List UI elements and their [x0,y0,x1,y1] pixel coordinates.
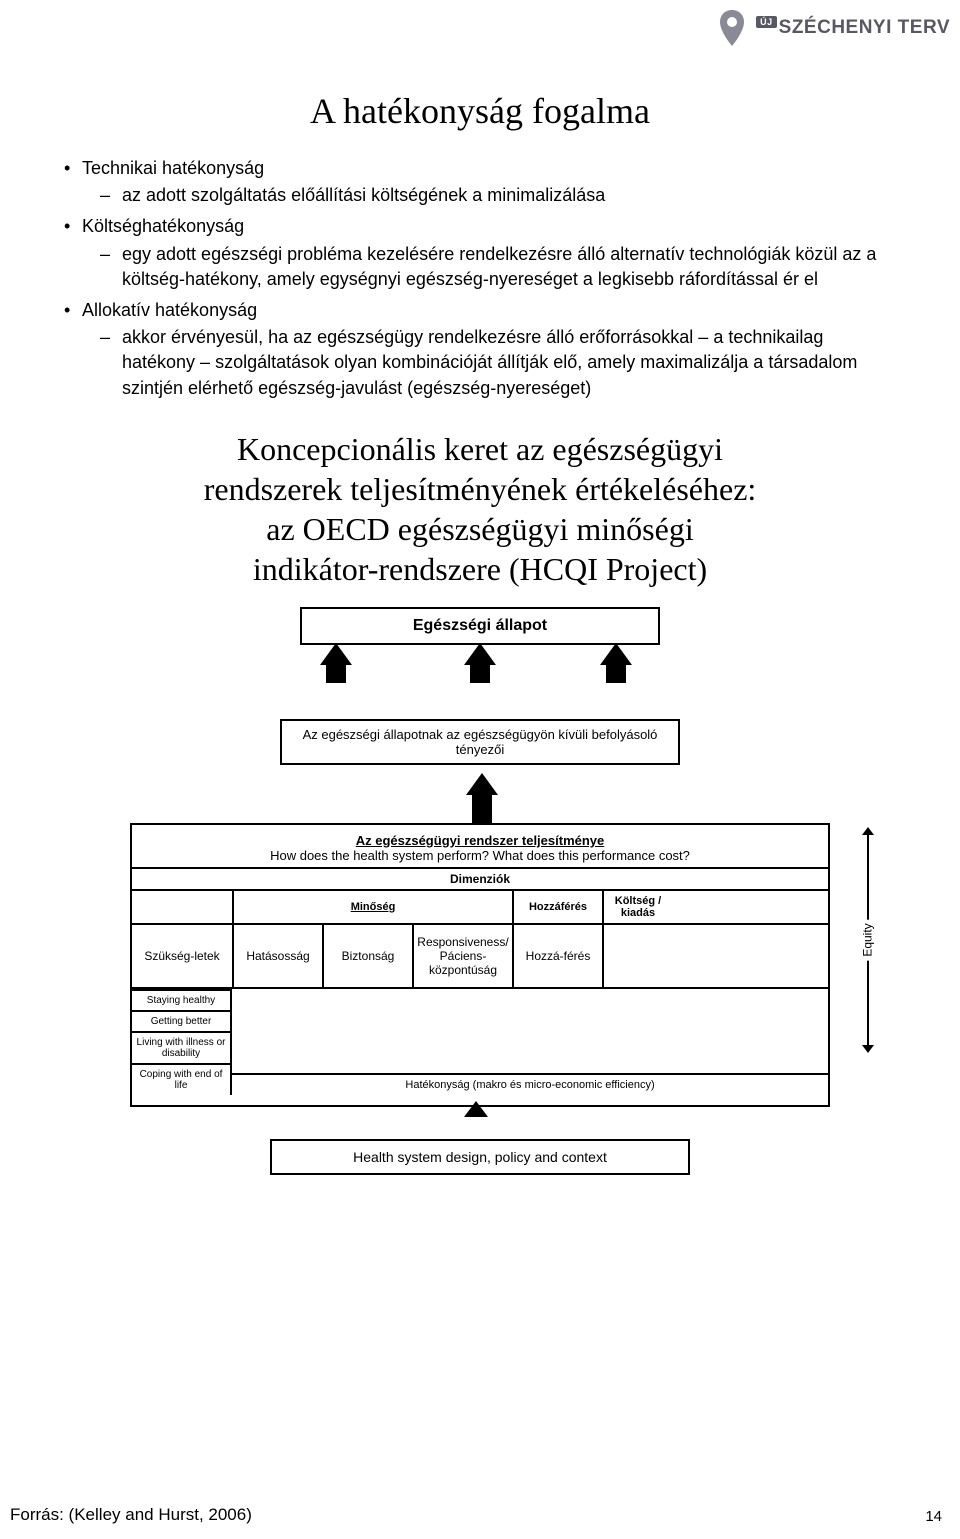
arrow-up-icon [464,1101,488,1117]
page-number: 14 [925,1508,942,1525]
needs-row: Getting better [132,1010,232,1031]
arrow-up-icon [466,773,498,825]
arrow-up-icon [600,643,632,683]
main-grid: Szükség-letek Hatásosság Biztonság Respo… [132,925,828,989]
bullet-head: Költséghatékonyság [82,216,244,236]
title2-line: Koncepcionális keret az egészségügyi [237,431,723,467]
title2-line: rendszerek teljesítményének értékeléséhe… [204,471,757,507]
box-design-policy: Health system design, policy and context [270,1139,690,1175]
needs-row: Living with illness or disability [132,1031,232,1063]
source-citation: Forrás: (Kelley and Hurst, 2006) [10,1505,252,1525]
arrow-up-icon [862,827,874,835]
system-title-underline: Az egészségügyi rendszer teljesítménye [140,833,820,848]
logo-name: SZÉCHENYI TERV [779,17,950,38]
bullet-item: Allokatív hatékonyság akkor érvényesül, … [64,298,900,401]
map-pin-icon [716,8,748,48]
dimensions-row: Dimenziók [132,867,828,891]
bullet-head: Allokatív hatékonyság [82,300,257,320]
arrow-down-icon [862,1045,874,1053]
box-health-status: Egészségi állapot [300,607,660,645]
arrow-up-icon [320,643,352,683]
col-effectiveness: Hatásosság [232,925,322,987]
page-title-1: A hatékonyság fogalma [60,90,900,132]
hcqi-diagram: Egészségi állapot Az egészségi állapotna… [130,607,830,1175]
bullet-sub: az adott szolgáltatás előállítási költsé… [100,183,900,208]
logo-text: ÚJSZÉCHENYI TERV [756,17,950,39]
bullet-list: Technikai hatékonyság az adott szolgálta… [60,156,900,401]
page-title-2: Koncepcionális keret az egészségügyi ren… [60,429,900,589]
title2-line: az OECD egészségügyi minőségi [266,511,693,547]
logo-badge: ÚJ [756,16,777,28]
needs-row: Coping with end of life [132,1063,232,1095]
efficiency-band: Hatékonyság (makro és micro-economic eff… [232,1073,828,1095]
box-system-performance: Az egészségügyi rendszer teljesítménye H… [130,823,830,1107]
col-responsiveness: Responsiveness/ Páciens-központúság [412,925,512,987]
header-quality: Minőség [232,891,512,923]
col-access: Hozzá-férés [512,925,602,987]
bullet-item: Költséghatékonyság egy adott egészségi p… [64,214,900,292]
equity-axis: Equity [848,825,888,1055]
arrow-up-icon [464,643,496,683]
col-safety: Biztonság [322,925,412,987]
bullet-sub: egy adott egészségi probléma kezelésére … [100,242,900,292]
equity-label: Equity [861,919,875,960]
bullet-item: Technikai hatékonyság az adott szolgálta… [64,156,900,208]
header-access: Hozzáférés [512,891,602,923]
col-needs: Szükség-letek [132,925,232,987]
system-title: Az egészségügyi rendszer teljesítménye H… [132,825,828,867]
header-logo: ÚJSZÉCHENYI TERV [716,8,950,48]
system-title-rest: How does the health system perform? What… [270,848,690,863]
col-cost-empty [602,925,672,987]
needs-row: Staying healthy [132,989,232,1010]
title2-line: indikátor-rendszere (HCQI Project) [253,551,707,587]
header-cost: Költség / kiadás [602,891,672,923]
header-grid: Minőség Hozzáférés Költség / kiadás [132,891,828,925]
box-external-factors: Az egészségi állapotnak az egészségügyön… [280,719,680,765]
bullet-head: Technikai hatékonyság [82,158,264,178]
bullet-sub: akkor érvényesül, ha az egészségügy rend… [100,325,900,401]
needs-rows: Staying healthy Getting better Living wi… [132,989,232,1095]
header-empty [132,891,232,923]
